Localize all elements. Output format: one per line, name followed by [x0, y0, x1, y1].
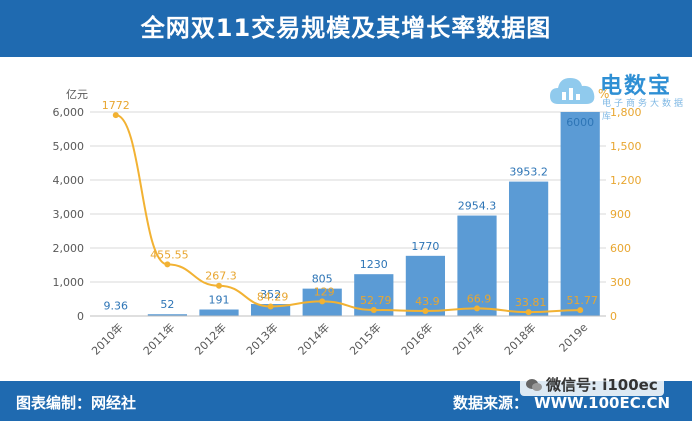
- y-tick-label: 4,000: [53, 174, 85, 187]
- y2-tick-label: 1,800: [610, 106, 642, 119]
- x-tick-label: 2019e: [557, 321, 591, 355]
- x-tick-label: 2013年: [243, 320, 280, 357]
- bar: [250, 304, 291, 316]
- bar: [457, 215, 497, 316]
- bar-value-label: 3953.2: [509, 166, 548, 179]
- chart: 0 1,000 2,000 3,000 4,000 5,000 6,000 0 300 600 9…: [53, 87, 642, 358]
- line-point: [267, 303, 274, 310]
- bar-value-label: 352: [260, 288, 281, 301]
- x-tick-label: 2017年: [450, 320, 487, 357]
- line-value-label: 129: [314, 285, 335, 298]
- footer-banner: 图表编制：网经社 数据来源： WWW.100EC.CN: [0, 381, 692, 421]
- watermark-text: 微信号: i100ec: [546, 376, 658, 394]
- line-value-label: 455.55: [150, 248, 189, 261]
- line-point: [474, 305, 480, 312]
- y-tick-label: 6,000: [53, 106, 85, 119]
- bar: [560, 112, 600, 316]
- line-value-label: 43.9: [415, 295, 440, 308]
- y-tick-label: 3,000: [53, 208, 85, 221]
- x-tick-label: 2015年: [346, 320, 383, 357]
- line-point: [370, 307, 377, 314]
- cloud-icon: [550, 78, 595, 104]
- y2-tick-label: 300: [610, 276, 631, 289]
- line-value-label: 66.9: [467, 292, 492, 305]
- bar-value-label: 2954.3: [458, 200, 497, 213]
- footer-source-label: 数据来源：: [453, 394, 529, 412]
- logo-name: 电数宝: [600, 74, 673, 99]
- line-point: [164, 261, 171, 268]
- chart-title: 全网双11交易规模及其增长率数据图: [140, 14, 552, 42]
- line-point: [319, 298, 326, 305]
- x-tick-label: 2016年: [398, 320, 435, 357]
- x-tick-label: 2010年: [88, 320, 125, 357]
- y-tick-label: 1,000: [53, 276, 85, 289]
- bar-value-label: 1230: [360, 258, 388, 271]
- bar-value-label: 191: [209, 294, 230, 307]
- x-axis: 2010年 2011年 2012年 2013年 2014年 2015年 2016年 2017年…: [88, 315, 606, 358]
- y-tick-label: 0: [77, 310, 84, 323]
- bar: [199, 309, 239, 316]
- bar: [405, 255, 446, 316]
- growth-line: [112, 112, 584, 316]
- logo: 电数宝 电子商务大数据库: [548, 66, 688, 122]
- line-point: [577, 307, 584, 314]
- x-tick-label: 2011年: [140, 320, 177, 357]
- y-axis-unit: 亿元: [66, 88, 88, 101]
- line-point: [422, 308, 429, 315]
- y2-tick-label: 1,200: [610, 174, 642, 187]
- y2-tick-label: 0: [610, 310, 617, 323]
- y-tick-label: 2,000: [53, 242, 85, 255]
- line-point: [525, 309, 532, 316]
- left-axis: 0 1,000 2,000 3,000 4,000 5,000 6,000: [53, 106, 85, 323]
- y2-tick-label: 600: [610, 242, 631, 255]
- y2-axis-unit: %: [598, 87, 609, 101]
- line-value-label: 52.79: [360, 294, 392, 307]
- bar: [147, 314, 188, 316]
- wechat-watermark: 微信号: i100ec: [520, 374, 664, 396]
- line-value-label: 84.29: [257, 290, 289, 303]
- x-tick-label: 2012年: [192, 320, 229, 357]
- bar-value-label: 805: [312, 273, 333, 286]
- bar-value-label: 6000: [566, 116, 594, 129]
- y2-tick-label: 900: [610, 208, 631, 221]
- bar-value-label: 9.36: [104, 300, 129, 313]
- line-value-label: 1772: [102, 99, 130, 112]
- line-point: [112, 112, 119, 119]
- line-value-label: 51.77: [566, 294, 598, 307]
- footer-credit: 图表编制：网经社: [16, 394, 137, 412]
- x-tick-label: 2018年: [501, 320, 538, 357]
- line-point: [216, 282, 222, 289]
- bar-value-label: 52: [160, 298, 174, 311]
- y-tick-label: 5,000: [53, 140, 85, 153]
- footer-source: 数据来源： WWW.100EC.CN: [447, 392, 670, 413]
- logo-subtitle: 电子商务大数据库: [602, 99, 687, 122]
- wechat-icon: [526, 379, 542, 391]
- line-value-label: 33.81: [515, 296, 547, 309]
- right-axis: 0 300 600 900 1,200 1,500 1,800: [610, 106, 642, 323]
- header-banner: 全网双11交易规模及其增长率数据图: [0, 0, 692, 57]
- y2-tick-label: 1,500: [610, 140, 642, 153]
- line-value-label: 267.3: [205, 270, 237, 283]
- footer-source-url: WWW.100EC.CN: [534, 394, 670, 412]
- data-labels: 9.36 52 191 352 805 1230 1770 2954.3 3953.2 6000 1…: [102, 99, 598, 313]
- bar: [508, 181, 549, 316]
- bar-value-label: 1770: [411, 240, 439, 253]
- x-tick-label: 2014年: [295, 320, 332, 357]
